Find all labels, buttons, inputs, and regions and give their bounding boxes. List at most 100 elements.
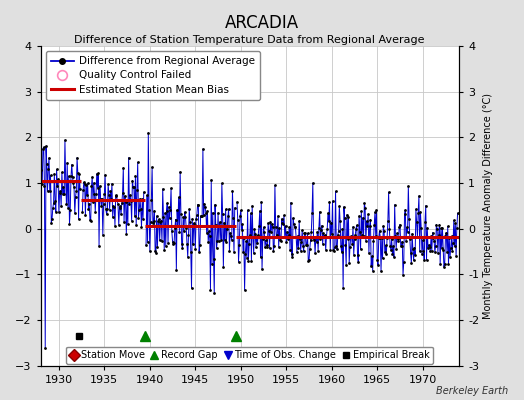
Point [279,220,288,227]
Point [84,206,93,212]
Point [253,233,261,239]
Point [258,236,267,243]
Point [397,243,406,250]
Point [62,201,71,207]
Legend: Station Move, Record Gap, Time of Obs. Change, Empirical Break: Station Move, Record Gap, Time of Obs. C… [66,346,433,364]
Point [419,248,428,254]
Point [197,213,205,219]
Point [93,170,101,177]
Point [222,239,231,246]
Point [100,191,108,197]
Point [241,287,249,294]
Point [436,225,445,231]
Point [332,242,341,249]
Point [73,154,81,161]
Point [132,222,140,228]
Point [322,246,330,253]
Point [230,249,238,255]
Point [166,215,174,221]
Point [243,254,251,261]
Point [103,206,112,212]
Point [211,201,219,208]
Point [208,261,216,267]
Point [183,240,191,247]
Point [155,216,163,223]
Point [104,181,112,188]
Point [314,248,322,254]
Point [309,236,318,243]
Point [358,214,367,221]
Point [380,228,388,234]
Point [317,227,325,234]
Point [312,234,320,240]
Point [164,240,172,246]
Point [82,182,90,188]
Point [341,242,350,248]
Point [185,206,193,212]
Point [441,233,450,239]
Point [409,257,418,264]
Point [54,209,63,215]
Point [162,208,171,214]
Point [179,214,188,220]
Point [356,228,364,235]
Point [215,219,224,225]
Point [205,233,214,240]
Point [297,239,305,246]
Point [331,244,339,250]
Point [192,216,200,222]
Point [312,238,321,245]
Point [310,234,319,240]
Point [422,257,431,263]
Point [61,178,70,184]
Point [334,228,343,234]
Point [285,232,293,238]
Point [371,209,379,216]
Point [90,180,98,186]
Point [238,221,246,228]
Point [224,213,232,220]
Point [199,146,207,152]
Point [241,251,249,257]
Point [112,193,121,199]
Point [272,234,281,240]
Point [417,225,425,231]
Point [219,210,227,217]
Point [61,137,69,143]
Point [237,226,246,233]
Point [171,225,179,231]
Point [405,215,413,222]
Point [193,202,202,208]
Point [190,222,199,228]
Point [120,219,128,225]
Point [447,233,456,239]
Point [54,176,62,182]
Point [223,226,232,232]
Point [358,232,366,238]
Point [394,238,402,244]
Point [47,220,56,226]
Point [349,224,357,230]
Point [100,201,108,208]
Point [165,204,173,210]
Point [432,221,441,228]
Point [72,188,81,194]
Point [342,262,351,268]
Point [173,223,182,229]
Point [247,258,256,264]
Point [71,193,80,200]
Point [186,219,194,225]
Point [108,180,116,187]
Point [333,246,341,253]
Point [411,252,419,258]
Point [95,183,104,189]
Point [110,203,118,209]
Point [346,234,355,240]
Point [176,168,184,175]
Point [289,215,297,221]
Point [134,159,142,166]
Point [59,184,68,190]
Point [46,172,54,179]
Point [353,252,362,259]
Point [266,245,274,252]
